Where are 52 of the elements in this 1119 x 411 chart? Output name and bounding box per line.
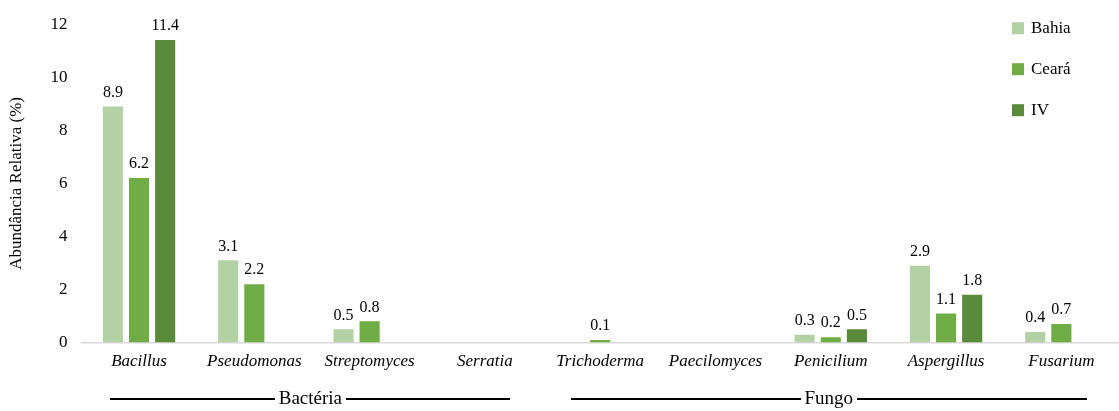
y-tick-label: 10: [50, 66, 68, 86]
x-tick-label: Bacillus: [111, 351, 168, 371]
legend-label: IV: [1031, 99, 1050, 119]
bar: [936, 313, 957, 343]
legend-label: Ceará: [1031, 58, 1072, 78]
text: Bactéria: [274, 387, 347, 408]
bar: [244, 284, 265, 343]
y-tick-label: 2: [58, 279, 68, 298]
bar: [962, 294, 983, 343]
data-label: 0.8: [359, 297, 380, 315]
y-tick-label: 8: [58, 119, 68, 139]
data-label: 8.9: [102, 82, 123, 100]
x-tick-label: Penicilium: [792, 351, 868, 371]
data-label: 6.2: [129, 154, 150, 172]
bar: [333, 329, 354, 343]
data-label: 1.8: [962, 271, 983, 289]
data-label: 11.4: [151, 16, 179, 34]
bar: [1025, 331, 1046, 343]
x-tick-label: Pseudomonas: [206, 351, 302, 371]
x-tick-label: Fusarium: [1027, 351, 1095, 371]
y-axis-title: Abundância Relativa (%): [5, 97, 25, 270]
data-label: 0.7: [1051, 300, 1072, 318]
text: Fungo: [800, 387, 858, 408]
legend-label: Bahia: [1031, 17, 1072, 37]
data-label: 3.1: [218, 236, 239, 254]
bar: [820, 337, 841, 343]
data-label: 2.9: [909, 241, 930, 259]
y-tick-label: 6: [58, 172, 68, 192]
data-label: 0.5: [846, 305, 867, 323]
bar: [359, 321, 380, 343]
x-tick-label: Streptomyces: [324, 351, 415, 371]
data-label: 0.3: [794, 310, 815, 328]
x-tick-label: Trichoderma: [556, 351, 645, 371]
data-label: 0.1: [590, 316, 611, 334]
x-tick-label: Aspergillus: [906, 351, 985, 371]
bar: [1051, 324, 1072, 343]
x-tick-label: Serratia: [457, 351, 513, 371]
bar: [846, 329, 867, 343]
data-label: 2.2: [244, 260, 265, 278]
data-label: 0.4: [1025, 308, 1046, 326]
bar: [218, 260, 239, 343]
y-tick-label: 4: [58, 225, 68, 245]
y-tick-label: 12: [50, 13, 68, 33]
data-label: 1.1: [936, 289, 957, 307]
bar: [102, 106, 123, 343]
bar: [128, 178, 150, 343]
x-tick-label: Paecilomyces: [667, 351, 763, 371]
data-label: 0.5: [333, 305, 354, 323]
data-label: 0.2: [820, 313, 841, 331]
y-tick-label: 0: [58, 332, 68, 352]
bar: [155, 40, 176, 343]
bar: [909, 265, 930, 343]
